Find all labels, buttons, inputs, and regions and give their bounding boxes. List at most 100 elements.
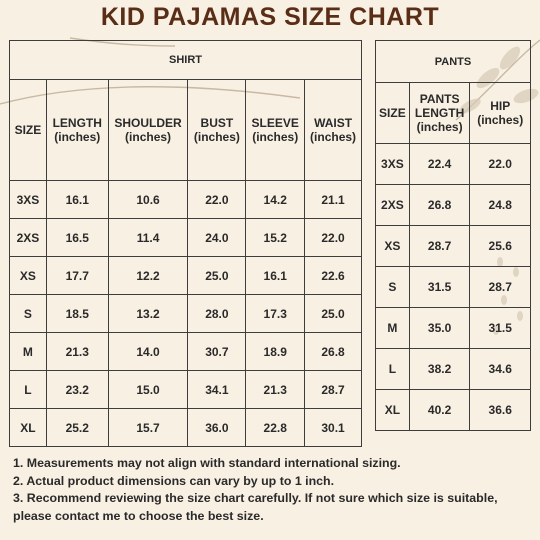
table-row: 2XS 26.8 24.8	[375, 184, 531, 226]
size-notes: 1. Measurements may not align with stand…	[13, 455, 538, 525]
note-line: please contact me to choose the best siz…	[13, 508, 264, 523]
value-cell: 34.6	[469, 348, 531, 390]
table-row: 3XS 22.4 22.0	[375, 143, 531, 185]
table-row: M 35.0 31.5	[375, 307, 531, 349]
pants-header-row: SIZE PANTS LENGTH (inches) HIP (inches)	[375, 82, 531, 144]
shirt-header-cell: WAIST (inches)	[304, 79, 362, 181]
pants-header-cell: HIP (inches)	[469, 82, 531, 144]
value-cell: 25.0	[187, 256, 247, 295]
value-cell: 36.6	[469, 389, 531, 431]
size-cell: S	[9, 294, 47, 333]
value-cell: 26.8	[408, 184, 471, 226]
pants-table-body: PANTS SIZE PANTS LENGTH (inches) HIP (in…	[375, 40, 531, 431]
value-cell: 22.0	[304, 218, 362, 257]
table-row: S 31.5 28.7	[375, 266, 531, 308]
size-cell: 2XS	[375, 184, 410, 226]
value-cell: 25.6	[469, 225, 531, 267]
size-cell: M	[9, 332, 47, 371]
value-cell: 28.7	[304, 370, 362, 409]
shirt-header-cell: SLEEVE (inches)	[245, 79, 306, 181]
value-cell: 22.0	[187, 180, 247, 219]
value-cell: 23.2	[45, 370, 109, 409]
value-cell: 10.6	[107, 180, 189, 219]
table-row: XS 17.7 12.2 25.0 16.1 22.6	[9, 256, 362, 295]
shirt-header-cell: SHOULDER (inches)	[107, 79, 189, 181]
value-cell: 11.4	[107, 218, 189, 257]
table-row: XS 28.7 25.6	[375, 225, 531, 267]
shirt-header-row: SIZE LENGTH (inches) SHOULDER (inches) B…	[9, 79, 362, 181]
value-cell: 36.0	[187, 408, 247, 447]
size-cell: M	[375, 307, 410, 349]
value-cell: 22.8	[245, 408, 306, 447]
value-cell: 21.3	[45, 332, 109, 371]
note-line: 3. Recommend reviewing the size chart ca…	[13, 491, 498, 505]
value-cell: 21.3	[245, 370, 306, 409]
value-cell: 14.2	[245, 180, 306, 219]
value-cell: 18.9	[245, 332, 306, 371]
shirt-section-label: SHIRT	[9, 40, 362, 80]
value-cell: 12.2	[107, 256, 189, 295]
size-cell: XS	[375, 225, 410, 267]
value-cell: 25.0	[304, 294, 362, 333]
size-cell: L	[9, 370, 47, 409]
value-cell: 30.7	[187, 332, 247, 371]
value-cell: 16.1	[245, 256, 306, 295]
value-cell: 15.7	[107, 408, 189, 447]
size-cell: 3XS	[375, 143, 410, 185]
size-cell: 3XS	[9, 180, 47, 219]
value-cell: 17.7	[45, 256, 109, 295]
note-line: 1. Measurements may not align with stand…	[13, 456, 401, 470]
value-cell: 22.0	[469, 143, 531, 185]
value-cell: 24.8	[469, 184, 531, 226]
size-cell: S	[375, 266, 410, 308]
value-cell: 28.0	[187, 294, 247, 333]
table-row: S 18.5 13.2 28.0 17.3 25.0	[9, 294, 362, 333]
shirt-header-cell: BUST (inches)	[187, 79, 247, 181]
value-cell: 22.6	[304, 256, 362, 295]
table-row: 2XS 16.5 11.4 24.0 15.2 22.0	[9, 218, 362, 257]
pants-section-label: PANTS	[375, 40, 531, 83]
value-cell: 26.8	[304, 332, 362, 371]
value-cell: 22.4	[408, 143, 471, 185]
table-row: XL 25.2 15.7 36.0 22.8 30.1	[9, 408, 362, 447]
value-cell: 13.2	[107, 294, 189, 333]
value-cell: 17.3	[245, 294, 306, 333]
value-cell: 24.0	[187, 218, 247, 257]
value-cell: 31.5	[469, 307, 531, 349]
value-cell: 28.7	[408, 225, 471, 267]
size-cell: XL	[9, 408, 47, 447]
pants-header-cell: SIZE	[375, 82, 410, 144]
table-row: L 23.2 15.0 34.1 21.3 28.7	[9, 370, 362, 409]
value-cell: 16.5	[45, 218, 109, 257]
shirt-table-body: SHIRT SIZE LENGTH (inches) SHOULDER (inc…	[9, 40, 362, 447]
size-cell: L	[375, 348, 410, 390]
value-cell: 21.1	[304, 180, 362, 219]
value-cell: 30.1	[304, 408, 362, 447]
value-cell: 34.1	[187, 370, 247, 409]
value-cell: 16.1	[45, 180, 109, 219]
size-cell: XS	[9, 256, 47, 295]
value-cell: 35.0	[408, 307, 471, 349]
size-cell: 2XS	[9, 218, 47, 257]
table-row: L 38.2 34.6	[375, 348, 531, 390]
value-cell: 31.5	[408, 266, 471, 308]
value-cell: 38.2	[408, 348, 471, 390]
size-cell: XL	[375, 389, 410, 431]
value-cell: 28.7	[469, 266, 531, 308]
value-cell: 18.5	[45, 294, 109, 333]
table-row: XL 40.2 36.6	[375, 389, 531, 431]
table-row: M 21.3 14.0 30.7 18.9 26.8	[9, 332, 362, 371]
value-cell: 15.0	[107, 370, 189, 409]
shirt-header-cell: LENGTH (inches)	[45, 79, 109, 181]
table-row: 3XS 16.1 10.6 22.0 14.2 21.1	[9, 180, 362, 219]
shirt-size-table: SHIRT SIZE LENGTH (inches) SHOULDER (inc…	[9, 40, 362, 447]
shirt-header-cell: SIZE	[9, 79, 47, 181]
value-cell: 14.0	[107, 332, 189, 371]
pants-header-cell: PANTS LENGTH (inches)	[408, 82, 471, 144]
pants-size-table: PANTS SIZE PANTS LENGTH (inches) HIP (in…	[375, 40, 531, 431]
note-line: 2. Actual product dimensions can vary by…	[13, 473, 335, 488]
page-title: KID PAJAMAS SIZE CHART	[100, 3, 440, 31]
value-cell: 40.2	[408, 389, 471, 431]
value-cell: 15.2	[245, 218, 306, 257]
value-cell: 25.2	[45, 408, 109, 447]
